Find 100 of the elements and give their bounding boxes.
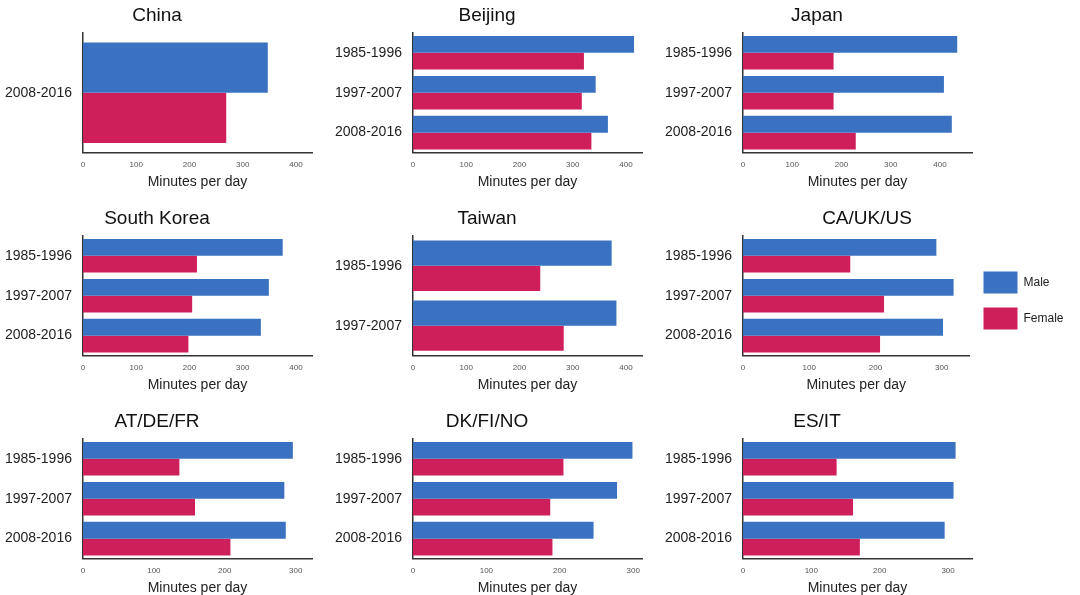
x-tick-label: 300	[236, 362, 250, 372]
y-tick-label: 2008-2016	[335, 529, 403, 546]
x-tick-label: 0	[740, 565, 746, 575]
x-axis-title: Minutes per day	[807, 579, 908, 595]
x-tick-label: 200	[553, 565, 567, 575]
y-tick-label: 1985-1996	[665, 449, 733, 466]
bar	[412, 442, 633, 459]
y-tick-label: 1985-1996	[5, 449, 73, 466]
bar	[412, 265, 541, 291]
legend-label: Male	[1023, 274, 1050, 289]
x-tick-label: 100	[147, 565, 162, 575]
x-tick-label: 0	[740, 159, 746, 169]
x-tick-label: 0	[410, 565, 416, 575]
x-tick-label: 300	[236, 159, 250, 169]
bar	[742, 132, 856, 150]
x-tick-label: 100	[129, 159, 144, 169]
x-tick-label: 200	[218, 565, 232, 575]
chart-title: CA/UK/US	[822, 206, 912, 228]
y-tick-label: 1997-2007	[665, 286, 733, 303]
x-tick-label: 400	[289, 362, 304, 372]
bar	[742, 521, 945, 539]
y-tick-label: 1985-1996	[335, 43, 403, 60]
bar	[82, 335, 189, 353]
bar	[742, 52, 834, 70]
x-axis-title: Minutes per day	[807, 173, 908, 190]
chart-title: South Korea	[104, 206, 211, 228]
chart-title: Beijing	[458, 3, 516, 25]
bar	[742, 318, 943, 336]
y-tick-label: 2008-2016	[335, 123, 403, 140]
chart-title: Taiwan	[457, 206, 517, 228]
x-tick-label: 200	[868, 362, 883, 372]
bar	[742, 538, 860, 556]
y-tick-label: 1985-1996	[5, 246, 73, 263]
x-tick-label: 400	[619, 159, 634, 169]
x-tick-label: 100	[459, 362, 474, 372]
x-tick-label: 300	[884, 159, 898, 169]
bar	[412, 52, 584, 70]
bar	[742, 458, 837, 476]
x-tick-label: 0	[410, 362, 416, 372]
bar	[82, 318, 261, 336]
x-tick-label: 100	[479, 565, 494, 575]
bar	[742, 115, 952, 133]
y-tick-label: 1997-2007	[335, 489, 403, 506]
bar	[742, 239, 937, 256]
y-tick-label: 2008-2016	[665, 326, 733, 343]
x-tick-label: 400	[933, 159, 948, 169]
bar	[742, 75, 944, 93]
bar	[82, 295, 193, 313]
bar	[412, 538, 553, 556]
y-tick-label: 2008-2016	[665, 123, 733, 140]
x-tick-label: 300	[941, 565, 956, 575]
x-tick-label: 200	[512, 159, 527, 169]
y-tick-label: 1985-1996	[665, 43, 733, 60]
bar	[742, 335, 881, 353]
bar	[742, 255, 851, 273]
x-tick-label: 0	[80, 565, 86, 575]
x-tick-label: 200	[512, 362, 527, 372]
bar	[412, 481, 618, 499]
bar	[82, 278, 269, 296]
x-tick-label: 100	[785, 159, 800, 169]
bar	[412, 521, 594, 539]
bar	[412, 75, 596, 93]
y-tick-label: 1997-2007	[665, 489, 733, 506]
bar	[82, 239, 283, 256]
bar	[82, 538, 231, 556]
y-tick-label: 1997-2007	[665, 83, 733, 100]
bar	[742, 295, 885, 313]
y-tick-label: 2008-2016	[5, 326, 73, 343]
bar	[82, 255, 197, 273]
x-tick-label: 200	[182, 159, 197, 169]
y-tick-label: 2008-2016	[665, 529, 733, 546]
bar	[742, 92, 834, 110]
x-axis-title: Minutes per day	[477, 579, 578, 595]
bar	[412, 300, 617, 326]
x-tick-label: 200	[834, 159, 849, 169]
x-axis-title: Minutes per day	[147, 173, 248, 190]
x-tick-label: 200	[182, 362, 197, 372]
bar	[412, 115, 608, 133]
y-tick-label: 1997-2007	[335, 316, 403, 333]
bar	[412, 35, 635, 53]
bar	[412, 498, 551, 516]
bar	[412, 458, 564, 476]
chart-title: China	[132, 3, 183, 25]
x-axis-title: Minutes per day	[147, 376, 248, 393]
y-tick-label: 1997-2007	[335, 83, 403, 100]
bar	[742, 278, 954, 296]
y-tick-label: 1997-2007	[5, 489, 73, 506]
x-tick-label: 200	[873, 565, 887, 575]
bar	[412, 325, 564, 351]
bar	[742, 481, 954, 499]
x-axis-title: Minutes per day	[477, 376, 578, 393]
x-tick-label: 300	[566, 159, 580, 169]
bar	[82, 498, 195, 516]
x-tick-label: 0	[740, 362, 746, 372]
y-tick-label: 1985-1996	[335, 449, 403, 466]
bar	[82, 458, 180, 476]
x-tick-label: 400	[619, 362, 634, 372]
x-tick-label: 300	[566, 362, 580, 372]
x-axis-title: Minutes per day	[147, 579, 248, 595]
x-tick-label: 100	[802, 362, 817, 372]
